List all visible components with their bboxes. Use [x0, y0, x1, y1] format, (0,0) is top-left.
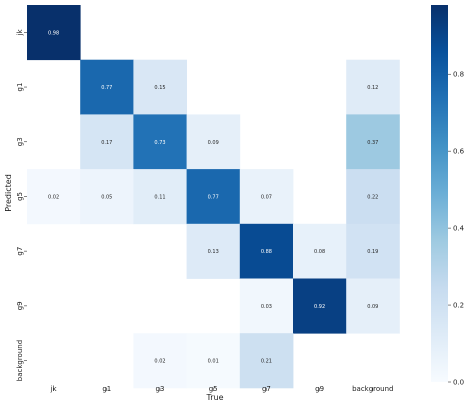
- heatmap-cell: [346, 114, 400, 170]
- heatmap-cell-label: 0.37: [367, 140, 378, 146]
- heatmap-cell: [346, 59, 400, 115]
- y-tick-label: background: [16, 340, 24, 381]
- heatmap-cell: [346, 223, 400, 279]
- colorbar: 0.0 0.2 0.4 0.6 0.8: [431, 5, 465, 387]
- heatmap-cell-label: 0.05: [101, 194, 112, 200]
- heatmap-cell-label: 0.22: [367, 194, 378, 200]
- x-tick-label: g1: [102, 385, 111, 393]
- heatmap-cell: [293, 223, 347, 279]
- heatmap-cell: [133, 333, 187, 389]
- heatmap-cell: [133, 114, 187, 170]
- heatmap-cell: [186, 223, 241, 279]
- heatmap-cell-label: 0.19: [367, 249, 378, 255]
- heatmap-cell: [239, 278, 294, 334]
- heatmap-cell: [80, 59, 134, 115]
- heatmap-cell: [27, 5, 81, 61]
- heatmap-cell: [239, 169, 294, 225]
- heatmap-cell: [239, 333, 294, 389]
- y-tick-label: g3: [16, 137, 24, 146]
- heatmap-cell-label: 0.17: [101, 140, 112, 146]
- heatmap-cell-label: 0.12: [367, 85, 378, 91]
- colorbar-ticks: 0.0 0.2 0.4 0.6 0.8: [448, 71, 465, 387]
- heatmap-cell: [186, 114, 241, 170]
- heatmap-cell-label: 0.01: [208, 359, 219, 365]
- x-tick-label: g3: [156, 385, 165, 393]
- heatmap-cell: [80, 169, 134, 225]
- y-tick-label: g1: [16, 83, 24, 92]
- heatmap-cell-labels: 0.98 0.77 0.15 0.12 0.17 0.73 0.09 0.37 0.02 0.05…: [48, 30, 378, 364]
- heatmap-cell-label: 0.21: [261, 359, 272, 365]
- colorbar-gradient: [431, 5, 448, 382]
- heatmap-cell: [186, 169, 241, 225]
- x-axis-ticks: jk g1 g3 g5 g7 g9 background: [50, 385, 394, 393]
- heatmap-cell-label: 0.09: [208, 140, 219, 146]
- heatmap-cell-label: 0.73: [154, 140, 165, 146]
- colorbar-tick-label: 0.6: [453, 148, 465, 156]
- y-tick-label: g5: [16, 192, 24, 201]
- heatmap-cell-label: 0.11: [154, 194, 165, 200]
- colorbar-tick-label: 0.0: [453, 379, 464, 387]
- heatmap-cell: [27, 169, 81, 225]
- heatmap-cell: [186, 333, 241, 389]
- heatmap-cell: [133, 59, 187, 115]
- heatmap-cell: [346, 278, 400, 334]
- heatmap-cell-label: 0.02: [154, 359, 165, 365]
- colorbar-tick-label: 0.4: [453, 225, 465, 233]
- y-axis-label: Predicted: [4, 174, 13, 212]
- colorbar-tick-label: 0.8: [453, 71, 464, 79]
- x-tick-label: g5: [209, 385, 218, 393]
- y-tick-label: jk: [16, 28, 24, 36]
- heatmap-cell-label: 0.98: [48, 30, 59, 36]
- heatmap-cell-label: 0.15: [154, 85, 165, 91]
- heatmap-cell: [133, 169, 187, 225]
- x-tick-label: g7: [262, 385, 271, 393]
- heatmap-cells: [27, 5, 400, 389]
- heatmap-cell-label: 0.09: [367, 304, 378, 310]
- heatmap-cell: [346, 169, 400, 225]
- heatmap-cell-label: 0.03: [261, 304, 272, 310]
- heatmap-cell-label: 0.08: [314, 249, 325, 255]
- heatmap-cell-label: 0.88: [261, 249, 272, 255]
- colorbar-tick-label: 0.2: [453, 302, 464, 310]
- y-axis-ticks: jk g1 g3 g5 g7 g9 background: [16, 28, 27, 381]
- x-tick-label: background: [352, 385, 393, 393]
- x-tick-label: g9: [315, 385, 324, 393]
- heatmap-cell-label: 0.02: [48, 194, 59, 200]
- x-axis-label: True: [206, 393, 224, 402]
- x-tick-label: jk: [50, 385, 58, 393]
- heatmap-cell-label: 0.92: [314, 304, 325, 310]
- heatmap-cell-label: 0.77: [101, 85, 112, 91]
- y-tick-label: g7: [16, 247, 24, 256]
- heatmap-cell-label: 0.77: [208, 194, 219, 200]
- heatmap-cell-label: 0.13: [208, 249, 219, 255]
- heatmap-cell: [293, 278, 347, 334]
- heatmap-cell: [239, 223, 294, 279]
- y-tick-label: g9: [16, 301, 24, 310]
- heatmap-cell: [80, 114, 134, 170]
- heatmap-cell-label: 0.07: [261, 194, 272, 200]
